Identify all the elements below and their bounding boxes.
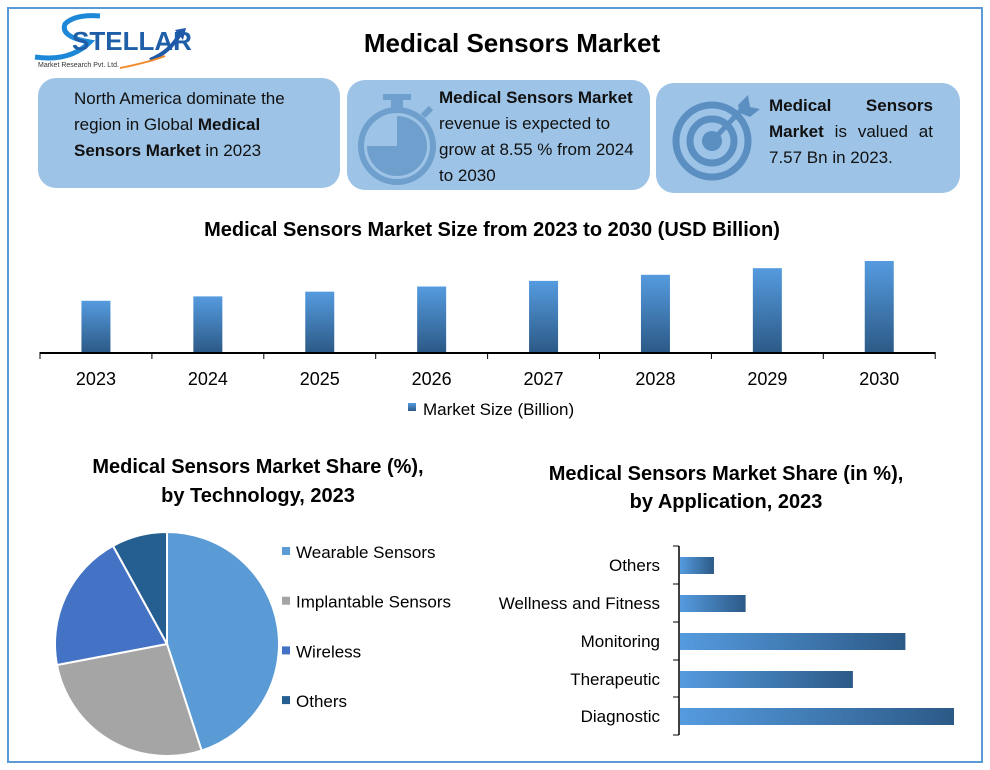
y-tick-label: Others (609, 556, 660, 575)
pie-title-line-1: Medical Sensors Market Share (%), (92, 456, 423, 478)
bar-chart-title: Medical Sensors Market Size from 2023 to… (204, 219, 780, 241)
legend-swatch (282, 696, 290, 705)
y-tick-label: Diagnostic (581, 707, 661, 726)
legend-label: Others (296, 692, 347, 711)
bar-2023 (81, 300, 111, 352)
legend-swatch (408, 403, 416, 411)
stopwatch-icon (358, 94, 436, 185)
hbar-title-line-1: Medical Sensors Market Share (in %), (549, 463, 904, 485)
y-tick-label: Monitoring (581, 632, 660, 651)
card-text: is valued at 7.57 Bn in 2023. (769, 122, 933, 167)
legend-label: Implantable Sensors (296, 593, 451, 612)
x-tick-label: 2030 (859, 369, 899, 389)
bar-therapeutic (680, 671, 853, 688)
card-text-bold: Medical Sensors Market (74, 115, 261, 160)
y-tick-label: Wellness and Fitness (499, 594, 660, 613)
card-text-bold: Medical Sensors Market (439, 88, 633, 107)
x-tick-label: 2024 (188, 369, 228, 389)
value-card: Medical Sensors Market is valued at 7.57… (656, 83, 960, 193)
bar-2030 (864, 261, 894, 352)
x-tick-label: 2028 (635, 369, 675, 389)
pie-title-line-2: by Technology, 2023 (161, 485, 355, 507)
legend-label: Wireless (296, 642, 361, 661)
bar-2027 (529, 280, 559, 352)
card-text: North America dominate the region in Glo… (74, 89, 285, 134)
frame-border (7, 7, 983, 763)
legend-swatch (282, 596, 290, 605)
card-text-bold: Medical Sensors Market (769, 96, 933, 141)
x-tick-label: 2029 (747, 369, 787, 389)
x-tick-label: 2027 (524, 369, 564, 389)
bar-diagnostic (680, 708, 954, 725)
legend-label: Wearable Sensors (296, 543, 436, 562)
bar-monitoring (680, 633, 906, 650)
bar-2026 (417, 286, 447, 352)
card-text: revenue is expected to grow at 8.55 % fr… (439, 114, 634, 185)
region-card: North America dominate the region in Glo… (38, 78, 340, 188)
bar-2029 (752, 268, 782, 352)
pie-slice-implantable-sensors (55, 642, 203, 757)
x-tick-label: 2025 (300, 369, 340, 389)
legend-swatch (282, 547, 290, 555)
growth-card: Medical Sensors Market revenue is expect… (347, 80, 650, 190)
y-tick-label: Therapeutic (570, 670, 660, 689)
svg-text:Market Research Pvt. Ltd.: Market Research Pvt. Ltd. (38, 62, 119, 69)
x-tick-label: 2026 (412, 369, 452, 389)
svg-text:STELLAR: STELLAR (72, 26, 192, 56)
x-tick-label: 2023 (76, 369, 116, 389)
pie-slice-others (111, 530, 168, 645)
bar-2025 (305, 291, 335, 352)
bar-others (680, 557, 714, 574)
stellar-logo: STELLAR Market Research Pvt. Ltd. (30, 12, 200, 77)
pie-slice-wearable-sensors (166, 530, 280, 752)
target-icon (672, 95, 760, 181)
bar-wellness-and-fitness (680, 595, 746, 612)
pie-slice-wireless (54, 544, 169, 667)
card-text: in 2023 (200, 141, 262, 160)
bar-2028 (640, 274, 670, 352)
legend-swatch (282, 646, 290, 655)
legend-label: Market Size (Billion) (423, 400, 574, 419)
hbar-title-line-2: by Application, 2023 (630, 491, 823, 513)
page-title: Medical Sensors Market (363, 28, 661, 58)
bar-2024 (193, 296, 223, 352)
